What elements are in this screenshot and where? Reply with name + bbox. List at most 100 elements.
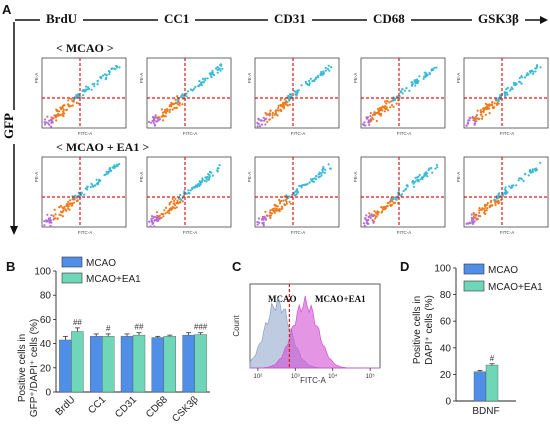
flow-event-high xyxy=(294,190,297,193)
flow-event-low xyxy=(44,123,47,126)
flow-event-high xyxy=(495,197,498,200)
flow-event-low xyxy=(174,197,177,200)
flow-event-low xyxy=(273,203,276,206)
marker-gsk3b: GSK3β xyxy=(472,11,525,27)
flow-event-low xyxy=(168,108,172,111)
flow-event-low xyxy=(272,209,275,213)
flow-event-low xyxy=(176,103,179,106)
flow-event-low xyxy=(466,122,469,125)
chart-b-x-tick-label: CD31 xyxy=(113,394,139,420)
chart-c-ylabel: Count xyxy=(232,315,241,337)
flow-event-high xyxy=(198,80,201,83)
flow-event-high xyxy=(295,188,299,191)
flow-event-high xyxy=(417,178,420,181)
flow-x-label: FITC-A xyxy=(78,131,93,136)
flow-event-low xyxy=(383,107,386,110)
flow-event-high xyxy=(301,184,304,187)
panel-d-letter: D xyxy=(400,259,410,274)
flow-event-high xyxy=(208,178,211,181)
flow-event-low xyxy=(478,207,481,210)
flow-event-low xyxy=(365,117,369,120)
flow-event-high xyxy=(311,177,314,181)
flow-event-low xyxy=(77,102,80,105)
chart-b-bar-mcao-cd31 xyxy=(120,336,134,393)
flow-event-high xyxy=(180,198,183,201)
flow-event-low xyxy=(361,123,364,126)
flow-event-low xyxy=(150,215,154,218)
flow-event-low xyxy=(280,200,283,203)
flow-event-high xyxy=(324,69,327,72)
flow-event-low xyxy=(282,199,285,202)
chart-d-legend-swatch-ea1 xyxy=(463,280,485,292)
flow-event-low xyxy=(53,208,56,211)
flow-x-label: FITC-A xyxy=(500,131,515,136)
flow-event-high xyxy=(86,185,89,188)
flow-event-low xyxy=(69,97,73,100)
chart-b-sig-annotation: ## xyxy=(135,323,144,332)
flow-event-low xyxy=(67,99,70,102)
flow-event-low xyxy=(472,218,475,221)
flow-event-low xyxy=(264,123,267,126)
flow-event-low xyxy=(285,202,288,205)
flow-event-low xyxy=(175,106,178,109)
flow-event-low xyxy=(277,209,281,212)
flow-event-high xyxy=(206,77,209,80)
flow-event-low xyxy=(256,220,259,224)
chart-c: Count FITC-A MCAO MCAO+EA1 10² 10³ 10⁴ 10⁵ xyxy=(232,283,381,385)
flow-event-high xyxy=(505,192,508,195)
chart-b-legend-swatch-mcao xyxy=(61,256,83,268)
flow-event-low xyxy=(147,120,151,123)
flow-event-high xyxy=(509,89,512,92)
flow-event-low xyxy=(367,222,370,225)
panel-a-letter: A xyxy=(2,2,12,17)
flow-event-high xyxy=(527,174,530,177)
flow-event-high xyxy=(218,67,221,70)
flow-event-high xyxy=(176,99,179,102)
flow-event-low xyxy=(166,108,169,111)
flow-event-high xyxy=(193,185,196,188)
flow-event-high xyxy=(326,67,329,70)
flow-event-low xyxy=(257,217,260,220)
flow-x-label: FITC-A xyxy=(397,230,412,235)
flow-event-low xyxy=(276,109,279,112)
flow-event-low xyxy=(368,123,371,126)
flow-event-low xyxy=(164,206,168,209)
gfp-axis-label: GFP xyxy=(1,113,17,139)
chart-c-x-tick-label: 10⁵ xyxy=(366,373,376,380)
flow-event-high xyxy=(428,72,432,76)
flow-event-low xyxy=(45,121,48,124)
flow-event-high xyxy=(305,82,308,85)
flow-event-low xyxy=(494,203,497,207)
flow-event-high xyxy=(511,87,514,90)
flow-event-low xyxy=(163,209,166,212)
flow-event-low xyxy=(263,215,266,218)
flow-event-high xyxy=(322,70,325,73)
flow-event-high xyxy=(108,170,111,173)
panel-c-letter: C xyxy=(232,259,242,274)
flow-event-low xyxy=(381,206,384,209)
flow-event-high xyxy=(199,183,202,186)
chart-b-bar-mcao-csk3β xyxy=(182,334,195,393)
flow-event-low xyxy=(381,208,385,211)
flow-event-high xyxy=(408,89,411,92)
flow-event-high xyxy=(104,78,107,81)
chart-b-y-tick-label: 0 xyxy=(45,388,51,399)
flow-event-low xyxy=(168,201,171,205)
flow-event-low xyxy=(371,214,374,217)
flow-event-low xyxy=(265,113,268,116)
flow-event-high xyxy=(201,177,204,180)
flow-event-low xyxy=(173,106,176,110)
flow-event-low xyxy=(57,114,60,117)
flow-event-high xyxy=(513,83,516,86)
flow-event-low xyxy=(277,104,280,107)
flow-event-low xyxy=(48,221,51,224)
flow-event-low xyxy=(491,101,494,104)
chart-b-y-tick-label: 20 xyxy=(40,363,52,374)
flow-event-low xyxy=(385,102,388,105)
flow-event-high xyxy=(207,173,210,176)
flow-event-low xyxy=(367,120,370,123)
flow-event-low xyxy=(483,211,486,214)
chart-b-bar-mcaoea1-brdu xyxy=(71,331,84,393)
chart-b-bar-mcao-brdu xyxy=(59,339,72,393)
flow-event-high xyxy=(311,80,314,83)
